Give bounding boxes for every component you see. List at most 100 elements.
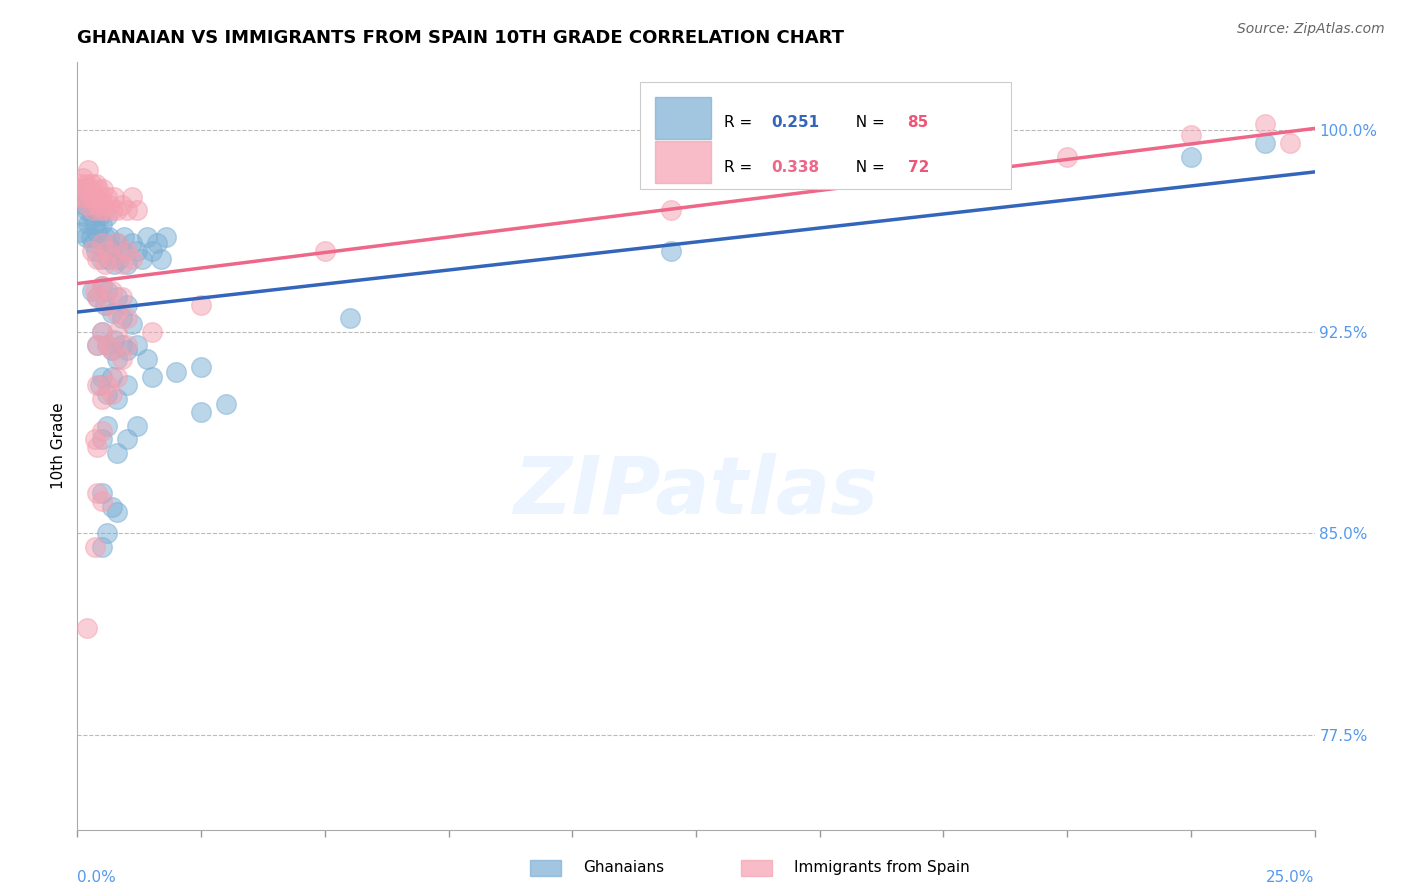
Point	[97, 252, 120, 266]
Point	[72, 209, 94, 223]
Point	[111, 338, 134, 352]
Point	[91, 370, 114, 384]
Point	[103, 257, 125, 271]
Point	[75, 177, 97, 191]
Point	[145, 235, 167, 250]
Point	[82, 284, 104, 298]
Point	[80, 190, 103, 204]
Point	[84, 244, 107, 258]
Point	[79, 182, 101, 196]
Point	[86, 290, 108, 304]
FancyBboxPatch shape	[655, 97, 711, 139]
Point	[96, 418, 118, 433]
Point	[111, 244, 134, 258]
Point	[96, 244, 118, 258]
Point	[89, 378, 111, 392]
Point	[339, 311, 361, 326]
Point	[91, 540, 114, 554]
Point	[91, 494, 114, 508]
Point	[83, 432, 105, 446]
Point	[83, 217, 105, 231]
Text: ZIPatlas: ZIPatlas	[513, 453, 879, 531]
Point	[76, 198, 98, 212]
Point	[115, 203, 138, 218]
Point	[76, 203, 98, 218]
Point	[83, 190, 105, 204]
Point	[89, 203, 111, 218]
Point	[83, 540, 105, 554]
Text: R =: R =	[724, 115, 758, 129]
Text: 0.338: 0.338	[772, 160, 820, 175]
Point	[79, 195, 101, 210]
Point	[135, 230, 157, 244]
Point	[86, 378, 108, 392]
Point	[150, 252, 173, 266]
Point	[90, 252, 112, 266]
Point	[111, 311, 134, 326]
Point	[105, 306, 128, 320]
Point	[91, 278, 114, 293]
Point	[121, 190, 143, 204]
Point	[76, 621, 98, 635]
Point	[77, 163, 100, 178]
Point	[70, 190, 93, 204]
Point	[115, 311, 138, 326]
Point	[165, 365, 187, 379]
Point	[115, 298, 138, 312]
Point	[131, 252, 153, 266]
Point	[94, 244, 117, 258]
Text: 0.0%: 0.0%	[77, 870, 117, 885]
Point	[83, 284, 105, 298]
Point	[121, 317, 143, 331]
Point	[141, 370, 163, 384]
Point	[70, 190, 93, 204]
Point	[93, 257, 115, 271]
Point	[1056, 150, 1078, 164]
Point	[86, 338, 108, 352]
Point	[91, 235, 114, 250]
Point	[105, 392, 128, 406]
Point	[86, 225, 108, 239]
Point	[101, 203, 124, 218]
Text: R =: R =	[724, 160, 758, 175]
Point	[89, 209, 111, 223]
Point	[108, 252, 131, 266]
Point	[96, 338, 118, 352]
Point	[87, 182, 110, 196]
Text: 72: 72	[907, 160, 929, 175]
FancyBboxPatch shape	[655, 141, 711, 183]
Point	[82, 244, 104, 258]
Point	[111, 257, 134, 271]
Point	[96, 378, 118, 392]
Point	[141, 244, 163, 258]
Text: Ghanaians: Ghanaians	[583, 860, 665, 874]
Point	[93, 298, 115, 312]
Point	[105, 370, 128, 384]
Text: N =: N =	[845, 160, 890, 175]
FancyBboxPatch shape	[640, 81, 1011, 189]
Point	[93, 203, 115, 218]
Point	[111, 351, 134, 366]
Point	[115, 338, 138, 352]
Point	[190, 405, 212, 419]
Point	[112, 230, 135, 244]
Point	[91, 278, 114, 293]
Point	[91, 235, 114, 250]
Point	[101, 386, 124, 401]
Point	[69, 177, 91, 191]
Point	[115, 244, 138, 258]
Text: Immigrants from Spain: Immigrants from Spain	[794, 860, 970, 874]
Point	[101, 370, 124, 384]
Point	[82, 235, 104, 250]
Point	[111, 198, 134, 212]
Point	[96, 526, 118, 541]
Point	[90, 190, 112, 204]
Point	[93, 230, 115, 244]
Point	[98, 198, 121, 212]
Point	[73, 190, 96, 204]
Y-axis label: 10th Grade: 10th Grade	[51, 402, 66, 490]
Point	[101, 284, 124, 298]
Point	[96, 386, 118, 401]
Point	[101, 343, 124, 358]
Point	[135, 351, 157, 366]
